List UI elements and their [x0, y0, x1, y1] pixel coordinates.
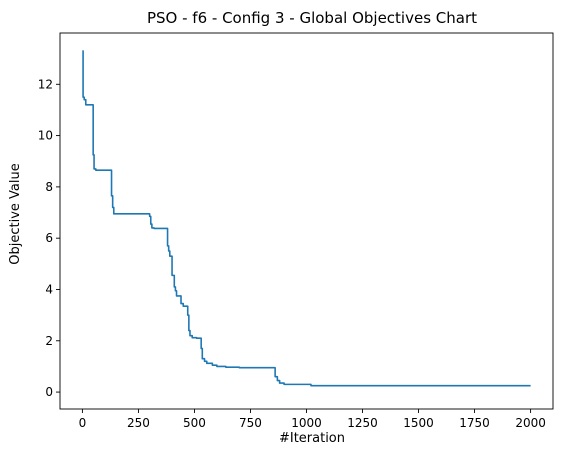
y-tick-label: 6 [45, 231, 53, 245]
x-tick-label: 750 [239, 416, 262, 430]
x-tick-label: 1250 [347, 416, 378, 430]
x-tick-label: 500 [183, 416, 206, 430]
x-axis-label: #Iteration [279, 431, 345, 446]
y-tick-label: 12 [38, 77, 53, 91]
y-tick-label: 8 [45, 180, 53, 194]
x-tick-label: 1000 [291, 416, 322, 430]
x-tick-label: 0 [79, 416, 87, 430]
chart-title: PSO - f6 - Config 3 - Global Objectives … [147, 9, 477, 27]
y-axis-label: Objective Value [8, 163, 23, 264]
y-tick-label: 2 [45, 334, 53, 348]
x-tick-label: 250 [127, 416, 150, 430]
y-tick-label: 0 [45, 385, 53, 399]
y-tick-label: 10 [38, 129, 53, 143]
x-tick-label: 1750 [459, 416, 490, 430]
x-tick-label: 2000 [515, 416, 546, 430]
y-tick-label: 4 [45, 282, 53, 296]
x-tick-label: 1500 [403, 416, 434, 430]
